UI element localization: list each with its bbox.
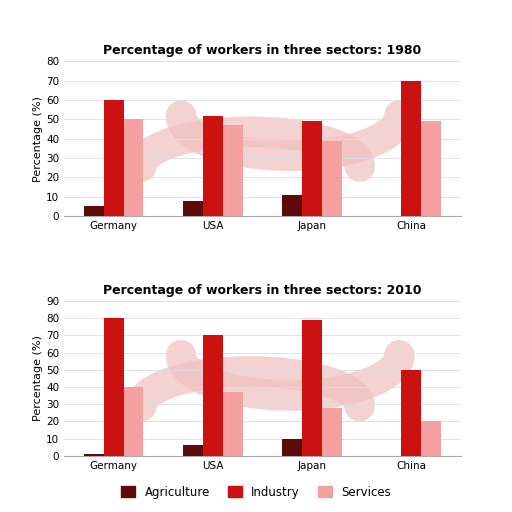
- Bar: [282, 195, 302, 216]
- Bar: [421, 121, 441, 216]
- Bar: [282, 438, 302, 456]
- Bar: [203, 116, 223, 216]
- Bar: [84, 454, 103, 456]
- Bar: [302, 320, 322, 456]
- Bar: [401, 370, 421, 456]
- Y-axis label: Percentage (%): Percentage (%): [33, 335, 43, 421]
- Bar: [322, 141, 342, 216]
- Legend: Agriculture, Industry, Services: Agriculture, Industry, Services: [116, 481, 396, 503]
- Bar: [183, 201, 203, 216]
- Title: Percentage of workers in three sectors: 1980: Percentage of workers in three sectors: …: [103, 45, 421, 57]
- Bar: [322, 408, 342, 456]
- Bar: [103, 318, 123, 456]
- Bar: [123, 387, 143, 456]
- Bar: [123, 119, 143, 216]
- Bar: [103, 100, 123, 216]
- Bar: [421, 421, 441, 456]
- Title: Percentage of workers in three sectors: 2010: Percentage of workers in three sectors: …: [103, 284, 422, 297]
- Bar: [223, 125, 243, 216]
- Bar: [401, 81, 421, 216]
- Y-axis label: Percentage (%): Percentage (%): [33, 96, 43, 182]
- Bar: [203, 335, 223, 456]
- Bar: [84, 206, 103, 216]
- Bar: [183, 445, 203, 456]
- Bar: [302, 121, 322, 216]
- Bar: [223, 392, 243, 456]
